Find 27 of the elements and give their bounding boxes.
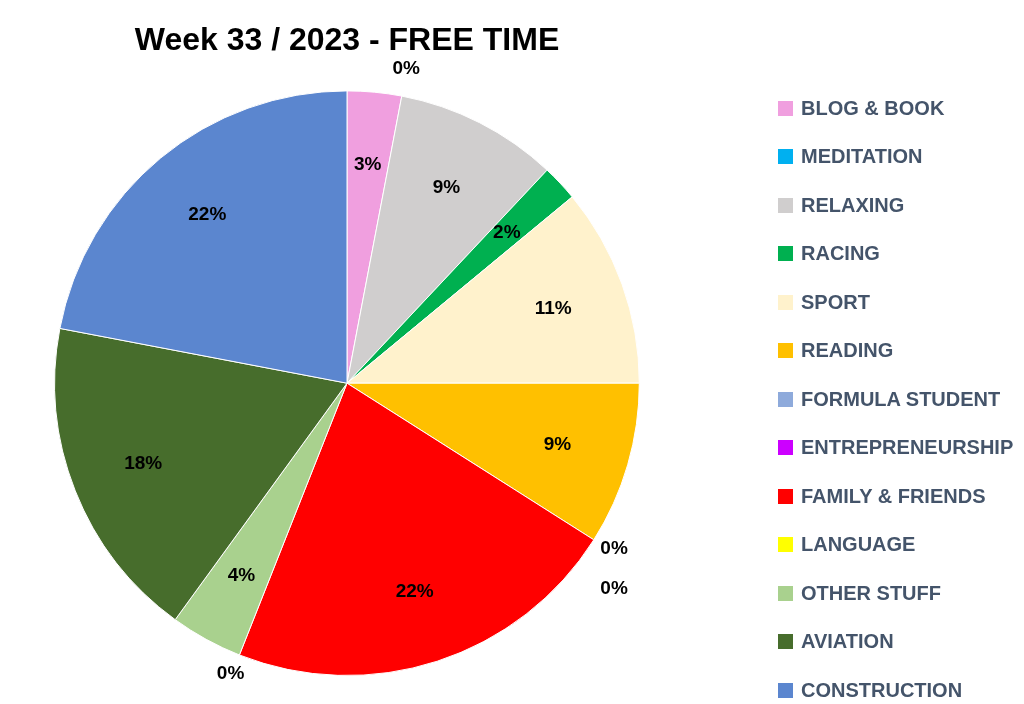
legend-label: SPORT bbox=[801, 290, 870, 314]
legend-label: FORMULA STUDENT bbox=[801, 387, 1001, 411]
legend-label: CONSTRUCTION bbox=[801, 678, 963, 702]
legend-label: RELAXING bbox=[801, 193, 905, 217]
data-label: 4% bbox=[227, 563, 256, 585]
data-label: 2% bbox=[493, 221, 521, 243]
text: 0% bbox=[600, 576, 628, 598]
data-label: 18% bbox=[124, 452, 163, 474]
chart-title: Week 33 / 2023 - FREE TIME bbox=[134, 21, 560, 58]
legend-label: ENTREPRENEURSHIP bbox=[801, 436, 1014, 460]
data-label: 3% bbox=[353, 153, 382, 175]
data-label: 9% bbox=[543, 432, 572, 454]
data-label: 22% bbox=[188, 202, 227, 224]
text: 0% bbox=[216, 661, 245, 683]
legend-label: LANGUAGE bbox=[801, 533, 916, 557]
text: 0% bbox=[392, 56, 420, 78]
legend-label: READING bbox=[801, 339, 894, 363]
text: 0% bbox=[600, 536, 628, 558]
legend-label: OTHER STUFF bbox=[801, 581, 941, 605]
legend-label: FAMILY & FRIENDS bbox=[801, 484, 986, 508]
legend-label: RACING bbox=[801, 242, 880, 266]
data-label: 11% bbox=[534, 297, 572, 319]
legend-label: AVIATION bbox=[801, 630, 894, 654]
legend-label: MEDITATION bbox=[801, 145, 923, 169]
data-label: 22% bbox=[395, 579, 434, 601]
data-label: 9% bbox=[432, 176, 461, 198]
legend-label: BLOG & BOOK bbox=[801, 96, 945, 120]
